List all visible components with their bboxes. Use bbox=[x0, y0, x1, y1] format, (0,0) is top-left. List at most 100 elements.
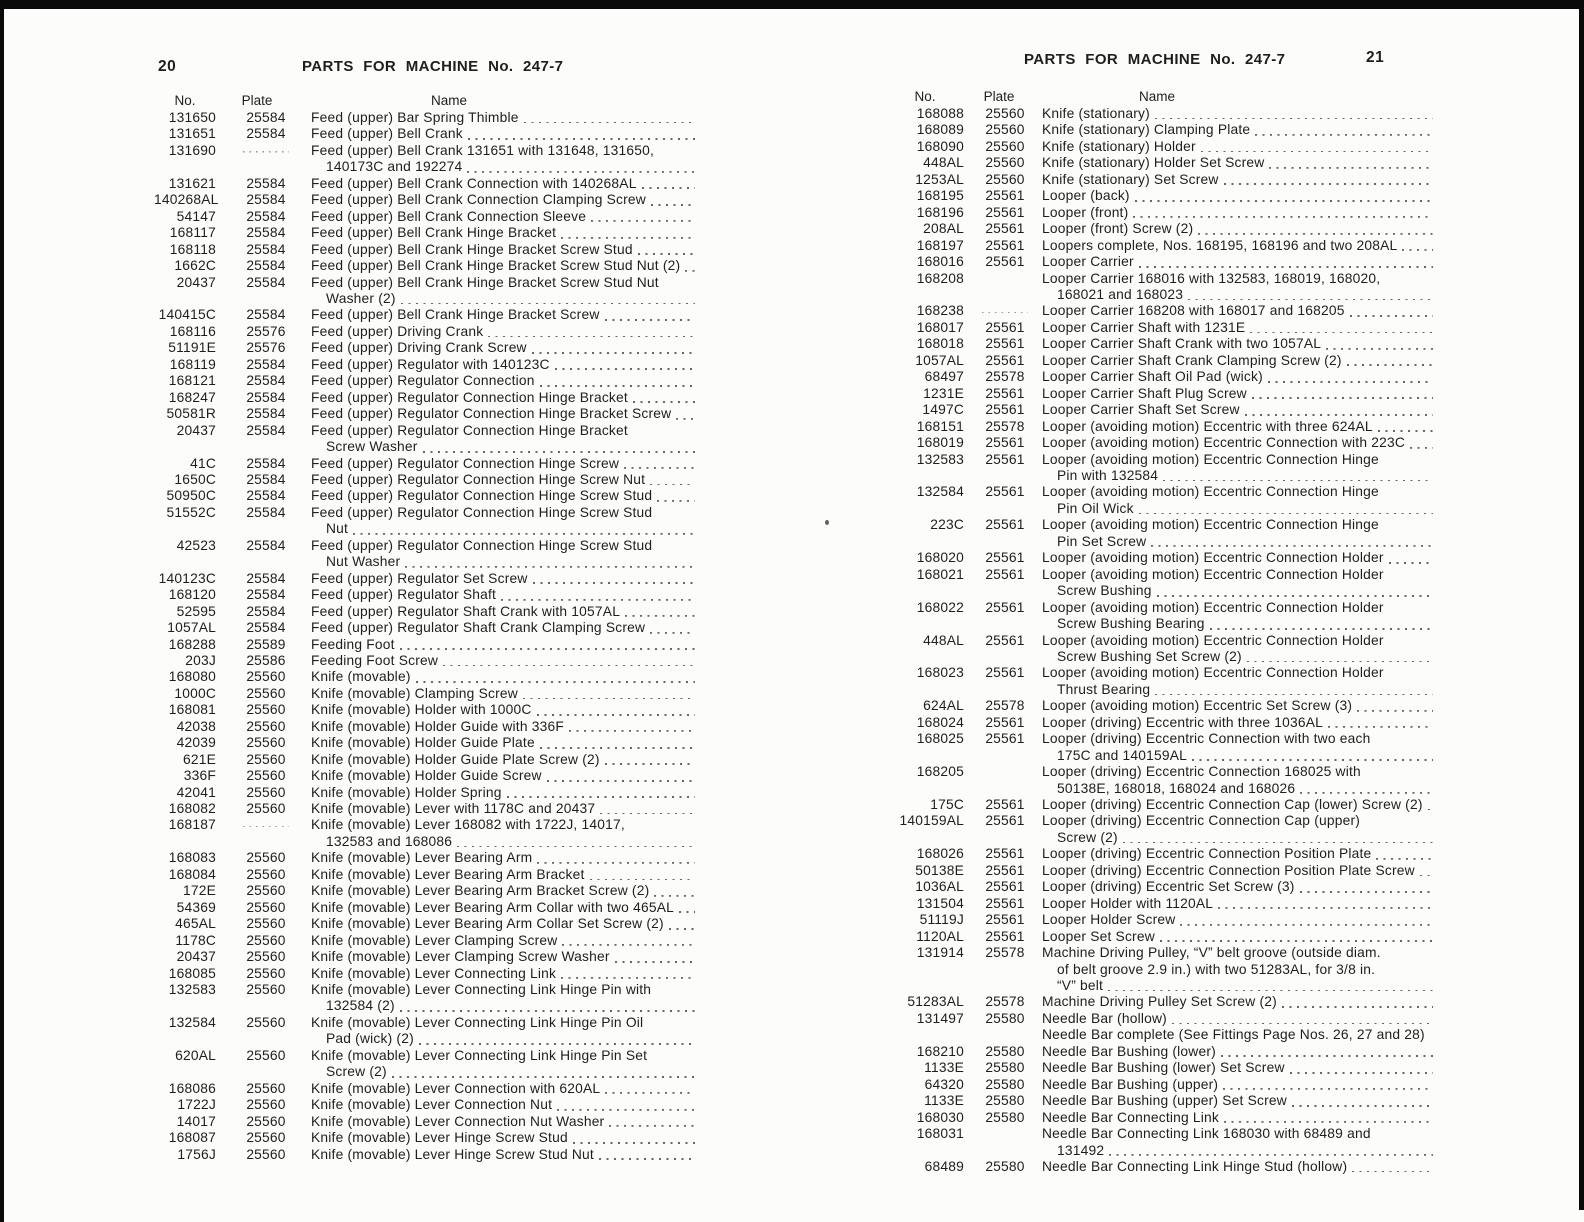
part-name-text: Feed (upper) Bell Crank Hinge Bracket bbox=[311, 225, 557, 241]
plate-number: 25580 bbox=[985, 1043, 1025, 1059]
part-name-line: Feed (upper) Bell Crank Connection Clamp… bbox=[311, 192, 696, 208]
part-number: 1650C bbox=[174, 471, 216, 487]
part-name-text: Knife (stationary) bbox=[1042, 106, 1150, 121]
part-name-text: Needle Bar (hollow) bbox=[1042, 1010, 1167, 1026]
parts-row: 1650C 25584 Feed (upper) Regulator Connect… bbox=[154, 472, 696, 488]
dot-leader bbox=[561, 236, 695, 239]
parts-row: 1722J 25560 Knife (movable) Lever Connecti… bbox=[154, 1097, 696, 1113]
dot-leader bbox=[1159, 940, 1433, 943]
part-name: Knife (movable) bbox=[298, 669, 696, 685]
part-number: 168195 bbox=[916, 188, 964, 204]
part-name-line: Looper (driving) Eccentric Set Screw (3) bbox=[1042, 879, 1434, 895]
plate-number: 25560 bbox=[246, 768, 286, 784]
part-name: Knife (stationary) Holder bbox=[1034, 139, 1434, 155]
part-number: 1120AL bbox=[916, 928, 964, 944]
part-name: Feed (upper) Regulator Connection bbox=[298, 373, 696, 389]
part-name-line: Knife (movable) Lever Hinge Screw Stud N… bbox=[311, 1147, 696, 1163]
part-name: Knife (movable) Holder Guide with 336F bbox=[298, 719, 696, 735]
plate-number: 25561 bbox=[985, 566, 1025, 582]
plate-number: 25561 bbox=[985, 237, 1025, 253]
parts-row: 168090 25560 Knife (stationary) Holder bbox=[886, 139, 1434, 155]
part-name-text: Looper (driving) Eccentric Connection Po… bbox=[1042, 862, 1415, 878]
part-number: 168090 bbox=[916, 138, 964, 154]
parts-row: Needle Bar complete (See Fittings Page N… bbox=[886, 1027, 1434, 1043]
part-name-text: Looper (avoiding motion) Eccentric Conne… bbox=[1042, 566, 1384, 582]
plate-number: 25578 bbox=[985, 369, 1025, 385]
plate-number: 25560 bbox=[246, 1146, 286, 1162]
column-header-no: No. bbox=[174, 93, 196, 108]
part-name: Knife (stationary) bbox=[1034, 106, 1434, 122]
dot-leader bbox=[569, 730, 695, 733]
part-name: Looper (avoiding motion) Eccentric Conne… bbox=[1034, 567, 1434, 600]
part-name: Feed (upper) Bell Crank Hinge Bracket bbox=[298, 225, 696, 241]
part-name-text: Pad (wick) (2) bbox=[326, 1031, 414, 1047]
part-number: 168151 bbox=[916, 418, 964, 434]
dot-leader bbox=[650, 203, 695, 206]
part-name-text: Looper (avoiding motion) Eccentric Conne… bbox=[1042, 599, 1384, 615]
part-number: 42041 bbox=[176, 784, 216, 800]
part-name: Looper (driving) Eccentric Connection Po… bbox=[1034, 846, 1434, 862]
part-name-text: Looper Carrier bbox=[1042, 254, 1134, 270]
plate-number: 25560 bbox=[246, 1097, 286, 1113]
part-number: 132583 bbox=[168, 982, 216, 998]
parts-row: 132584 25561 Looper (avoiding motion) Ecce… bbox=[886, 484, 1434, 517]
part-number: 41C bbox=[190, 455, 216, 471]
part-number: 20437 bbox=[176, 949, 216, 965]
part-number: 140123C bbox=[158, 570, 216, 586]
dot-leader bbox=[501, 598, 695, 601]
part-number: 621E bbox=[182, 751, 216, 767]
part-name-line: Looper (avoiding motion) Eccentric Conne… bbox=[1042, 665, 1434, 681]
part-name-text: Feed (upper) Regulator Set Screw bbox=[311, 570, 528, 586]
parts-row: 1057AL 25584 Feed (upper) Regulator Shaft … bbox=[154, 620, 696, 636]
part-name: Machine Driving Pulley, “V” belt groove … bbox=[1034, 945, 1434, 994]
dot-leader bbox=[625, 615, 695, 618]
part-name-text: Feed (upper) Bell Crank Hinge Bracket Sc… bbox=[311, 307, 600, 323]
part-name-line: Needle Bar Connecting Link Hinge Stud (h… bbox=[1042, 1159, 1434, 1175]
part-number: 168026 bbox=[916, 846, 964, 862]
plate-number: 25561 bbox=[985, 928, 1025, 944]
part-name-text: Screw Bushing Set Screw (2) bbox=[1057, 648, 1242, 664]
parts-row: 168119 25584 Feed (upper) Regulator with 1… bbox=[154, 357, 696, 373]
part-number: 168197 bbox=[916, 237, 964, 253]
part-name-line: Looper (avoiding motion) Eccentric Conne… bbox=[1042, 567, 1434, 583]
plate-number bbox=[964, 271, 1034, 304]
part-name-line: Loopers complete, Nos. 168195, 168196 an… bbox=[1042, 238, 1434, 254]
parts-row: 168088 25560 Knife (stationary) bbox=[886, 106, 1434, 122]
dot-leader bbox=[1244, 413, 1433, 416]
plate-number: 25560 bbox=[246, 982, 286, 998]
part-name: Feed (upper) Bell Crank 131651 with 1316… bbox=[298, 143, 696, 176]
part-name: Knife (movable) Lever Bearing Arm Bracke… bbox=[298, 867, 696, 883]
part-name-text: Needle Bar complete (See Fittings Page N… bbox=[1042, 1027, 1425, 1043]
part-name-line: Feed (upper) Driving Crank bbox=[311, 324, 696, 340]
plate-number: 25584 bbox=[246, 603, 286, 619]
parts-row: 168195 25561 Looper (back) bbox=[886, 188, 1434, 204]
plate-number: 25561 bbox=[985, 402, 1025, 418]
parts-row: 51283AL 25578 Machine Driving Pulley Set S… bbox=[886, 994, 1434, 1010]
dot-leader bbox=[637, 253, 695, 256]
part-number: 131621 bbox=[168, 175, 216, 191]
part-name: Feed (upper) Bell Crank Hinge Bracket Sc… bbox=[298, 242, 696, 258]
part-name-line: Looper Carrier 168016 with 132583, 16801… bbox=[1042, 271, 1434, 287]
column-headers-right: No. Plate Name bbox=[886, 89, 1434, 106]
part-name: Feed (upper) Driving Crank bbox=[298, 324, 696, 340]
part-number: 51283AL bbox=[907, 994, 964, 1010]
part-name-line: Feed (upper) Regulator Connection Hinge … bbox=[311, 406, 696, 422]
part-name-text: Knife (movable) bbox=[311, 669, 411, 685]
part-name: Looper (front) Screw (2) bbox=[1034, 221, 1434, 237]
part-name: Looper (avoiding motion) Eccentric Conne… bbox=[1034, 633, 1434, 666]
parts-row: 132583 25561 Looper (avoiding motion) Ecce… bbox=[886, 452, 1434, 485]
dot-leader bbox=[1191, 759, 1433, 762]
parts-row: 168017 25561 Looper Carrier Shaft with 123… bbox=[886, 320, 1434, 336]
part-name-text: Looper Holder with 1120AL bbox=[1042, 895, 1214, 911]
plate-number: 25560 bbox=[246, 949, 286, 965]
part-name-line: Knife (stationary) Holder Set Screw bbox=[1042, 155, 1434, 171]
parts-row: 51119J 25561 Looper Holder Screw bbox=[886, 912, 1434, 928]
part-name-line: Looper Carrier bbox=[1042, 254, 1434, 270]
dot-leader bbox=[1109, 1154, 1433, 1156]
parts-row: 1057AL 25561 Looper Carrier Shaft Crank Cl… bbox=[886, 353, 1434, 369]
part-name: Knife (movable) Clamping Screw bbox=[298, 686, 696, 702]
parts-row: 1178C 25560 Knife (movable) Lever Clamping… bbox=[154, 933, 696, 949]
part-name-text: Feed (upper) Regulator Shaft Crank with … bbox=[311, 603, 621, 619]
part-name-text: Looper (avoiding motion) Eccentric with … bbox=[1042, 418, 1373, 434]
part-name-line: Feed (upper) Bell Crank Hinge Bracket Sc… bbox=[311, 307, 696, 323]
